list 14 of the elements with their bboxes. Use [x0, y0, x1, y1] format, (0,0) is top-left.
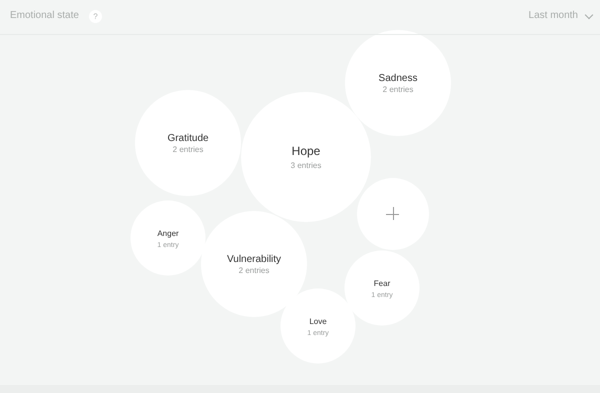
data-label: 2 entries [172, 145, 204, 154]
data-label: 2 entries [238, 266, 270, 275]
data-label: 2 entries [382, 85, 414, 94]
category-label: Anger [157, 229, 180, 238]
category-label: Sadness [378, 73, 418, 84]
category-label: Hope [292, 144, 321, 158]
text: Last month [528, 10, 578, 21]
help-icon: ? [89, 10, 102, 23]
category-label: Gratitude [167, 133, 209, 144]
category-label: Vulnerability [226, 254, 282, 265]
category-label: Fear [374, 279, 391, 288]
category-label: Love [309, 317, 328, 326]
text: Emotional state [10, 10, 79, 21]
data-label: 3 entries [290, 161, 322, 170]
